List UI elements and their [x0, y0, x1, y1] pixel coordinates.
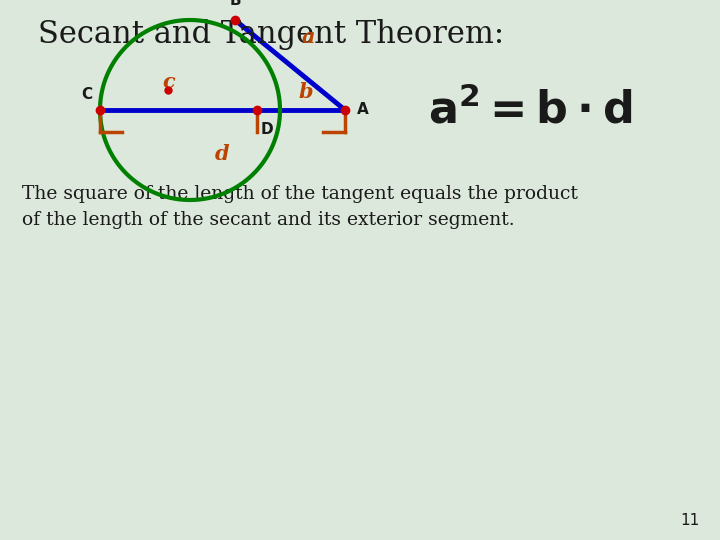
- Text: D: D: [261, 122, 274, 137]
- Text: The square of the length of the tangent equals the product
of the length of the : The square of the length of the tangent …: [22, 185, 578, 230]
- Text: C: C: [81, 87, 92, 102]
- Text: A: A: [357, 103, 369, 118]
- Text: b: b: [299, 82, 313, 102]
- Text: $\mathbf{a^2 = b \bullet d}$: $\mathbf{a^2 = b \bullet d}$: [428, 87, 632, 132]
- Text: c: c: [162, 72, 175, 92]
- Text: B: B: [229, 0, 240, 8]
- Text: Secant and Tangent Theorem:: Secant and Tangent Theorem:: [38, 19, 504, 50]
- Text: a: a: [301, 27, 315, 47]
- Text: d: d: [215, 144, 230, 164]
- Text: 11: 11: [680, 513, 700, 528]
